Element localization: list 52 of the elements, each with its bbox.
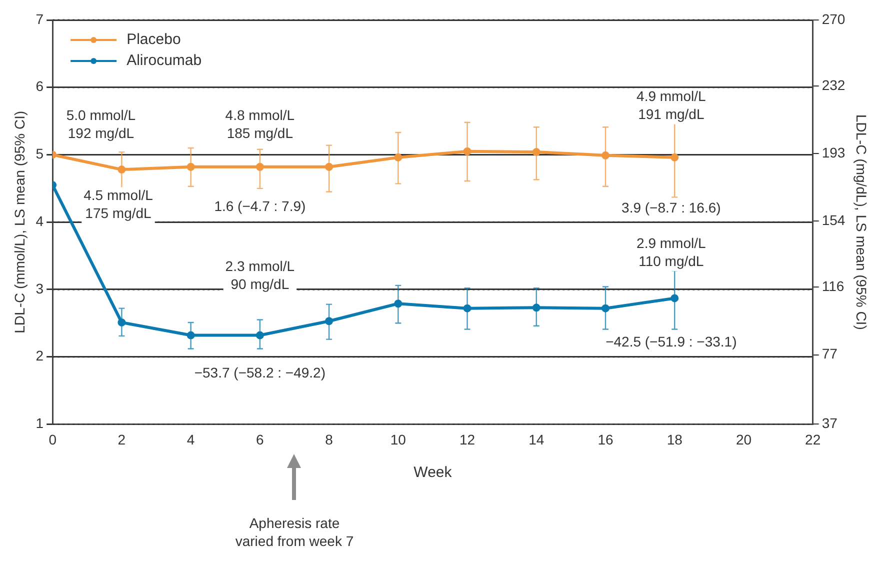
annotation: 5.0 mmol/L 192 mg/dL — [66, 106, 136, 141]
y-axis-title: LDL-C (mmol/L), LS mean (95% CI) — [11, 110, 28, 334]
y2-tick-label: 232 — [822, 76, 846, 93]
y2-tick-label: 270 — [822, 10, 846, 27]
x-tick-label: 8 — [325, 431, 334, 448]
annotation: −42.5 (−51.9 : −33.1) — [606, 334, 737, 350]
x-tick-label: 4 — [186, 431, 195, 448]
point — [532, 304, 540, 312]
x-tick-label: 18 — [666, 431, 683, 448]
y2-tick-label: 37 — [822, 415, 838, 432]
point — [256, 331, 264, 340]
point — [256, 162, 264, 171]
x-tick-label: 14 — [528, 431, 544, 448]
y2-axis-title: LDL-C (mg/dL), LS mean (95% CI) — [854, 114, 870, 330]
annotation: 1.6 (−4.7 : 7.9) — [214, 198, 306, 214]
x-tick-label: 2 — [118, 431, 126, 448]
x-tick-label: 0 — [48, 431, 57, 448]
annotation: 4.9 mmol/L 191 mg/dL — [636, 88, 706, 122]
y-tick-label: 5 — [36, 146, 44, 162]
y2-tick-label: 77 — [822, 346, 838, 362]
legend-label: Alirocumab — [126, 52, 202, 70]
y-tick-label: 7 — [36, 10, 44, 27]
x-tick-label: 6 — [256, 431, 264, 448]
x-axis-title: Week — [414, 464, 452, 482]
point — [670, 294, 679, 302]
y-tick-label: 4 — [36, 212, 44, 229]
x-tick-label: 12 — [459, 431, 476, 448]
point — [602, 151, 610, 160]
annotation: 2.3 mmol/L 90 mg/dL — [225, 258, 295, 292]
point — [532, 148, 540, 156]
annotation: 4.5 mmol/L 175 mg/dL — [84, 187, 154, 222]
annotation: −53.7 (−58.2 : −49.2) — [194, 364, 326, 381]
point — [325, 317, 334, 326]
text: Apheresis rate varied from week 7 — [235, 515, 354, 550]
point — [325, 162, 334, 171]
annotation: 4.8 mmol/L 185 mg/dL — [225, 106, 295, 141]
point — [602, 304, 610, 312]
x-tick-label: 22 — [805, 431, 821, 448]
annotation: 2.9 mmol/L 110 mg/dL — [636, 234, 706, 269]
x-tick-label: 10 — [390, 431, 406, 448]
y-tick-label: 1 — [36, 415, 44, 432]
legend-label: Placebo — [126, 31, 181, 48]
y2-tick-label: 154 — [822, 212, 846, 228]
x-tick-label: 16 — [598, 431, 614, 448]
y2-tick-label: 116 — [822, 278, 844, 294]
annotation: 3.9 (−8.7 : 16.6) — [622, 199, 721, 216]
y2-tick-label: 193 — [822, 144, 846, 160]
y-tick-label: 3 — [36, 280, 44, 296]
y-tick-label: 6 — [36, 78, 44, 94]
x-tick-label: 20 — [736, 431, 752, 448]
point — [670, 153, 679, 162]
y-tick-label: 2 — [36, 348, 44, 364]
